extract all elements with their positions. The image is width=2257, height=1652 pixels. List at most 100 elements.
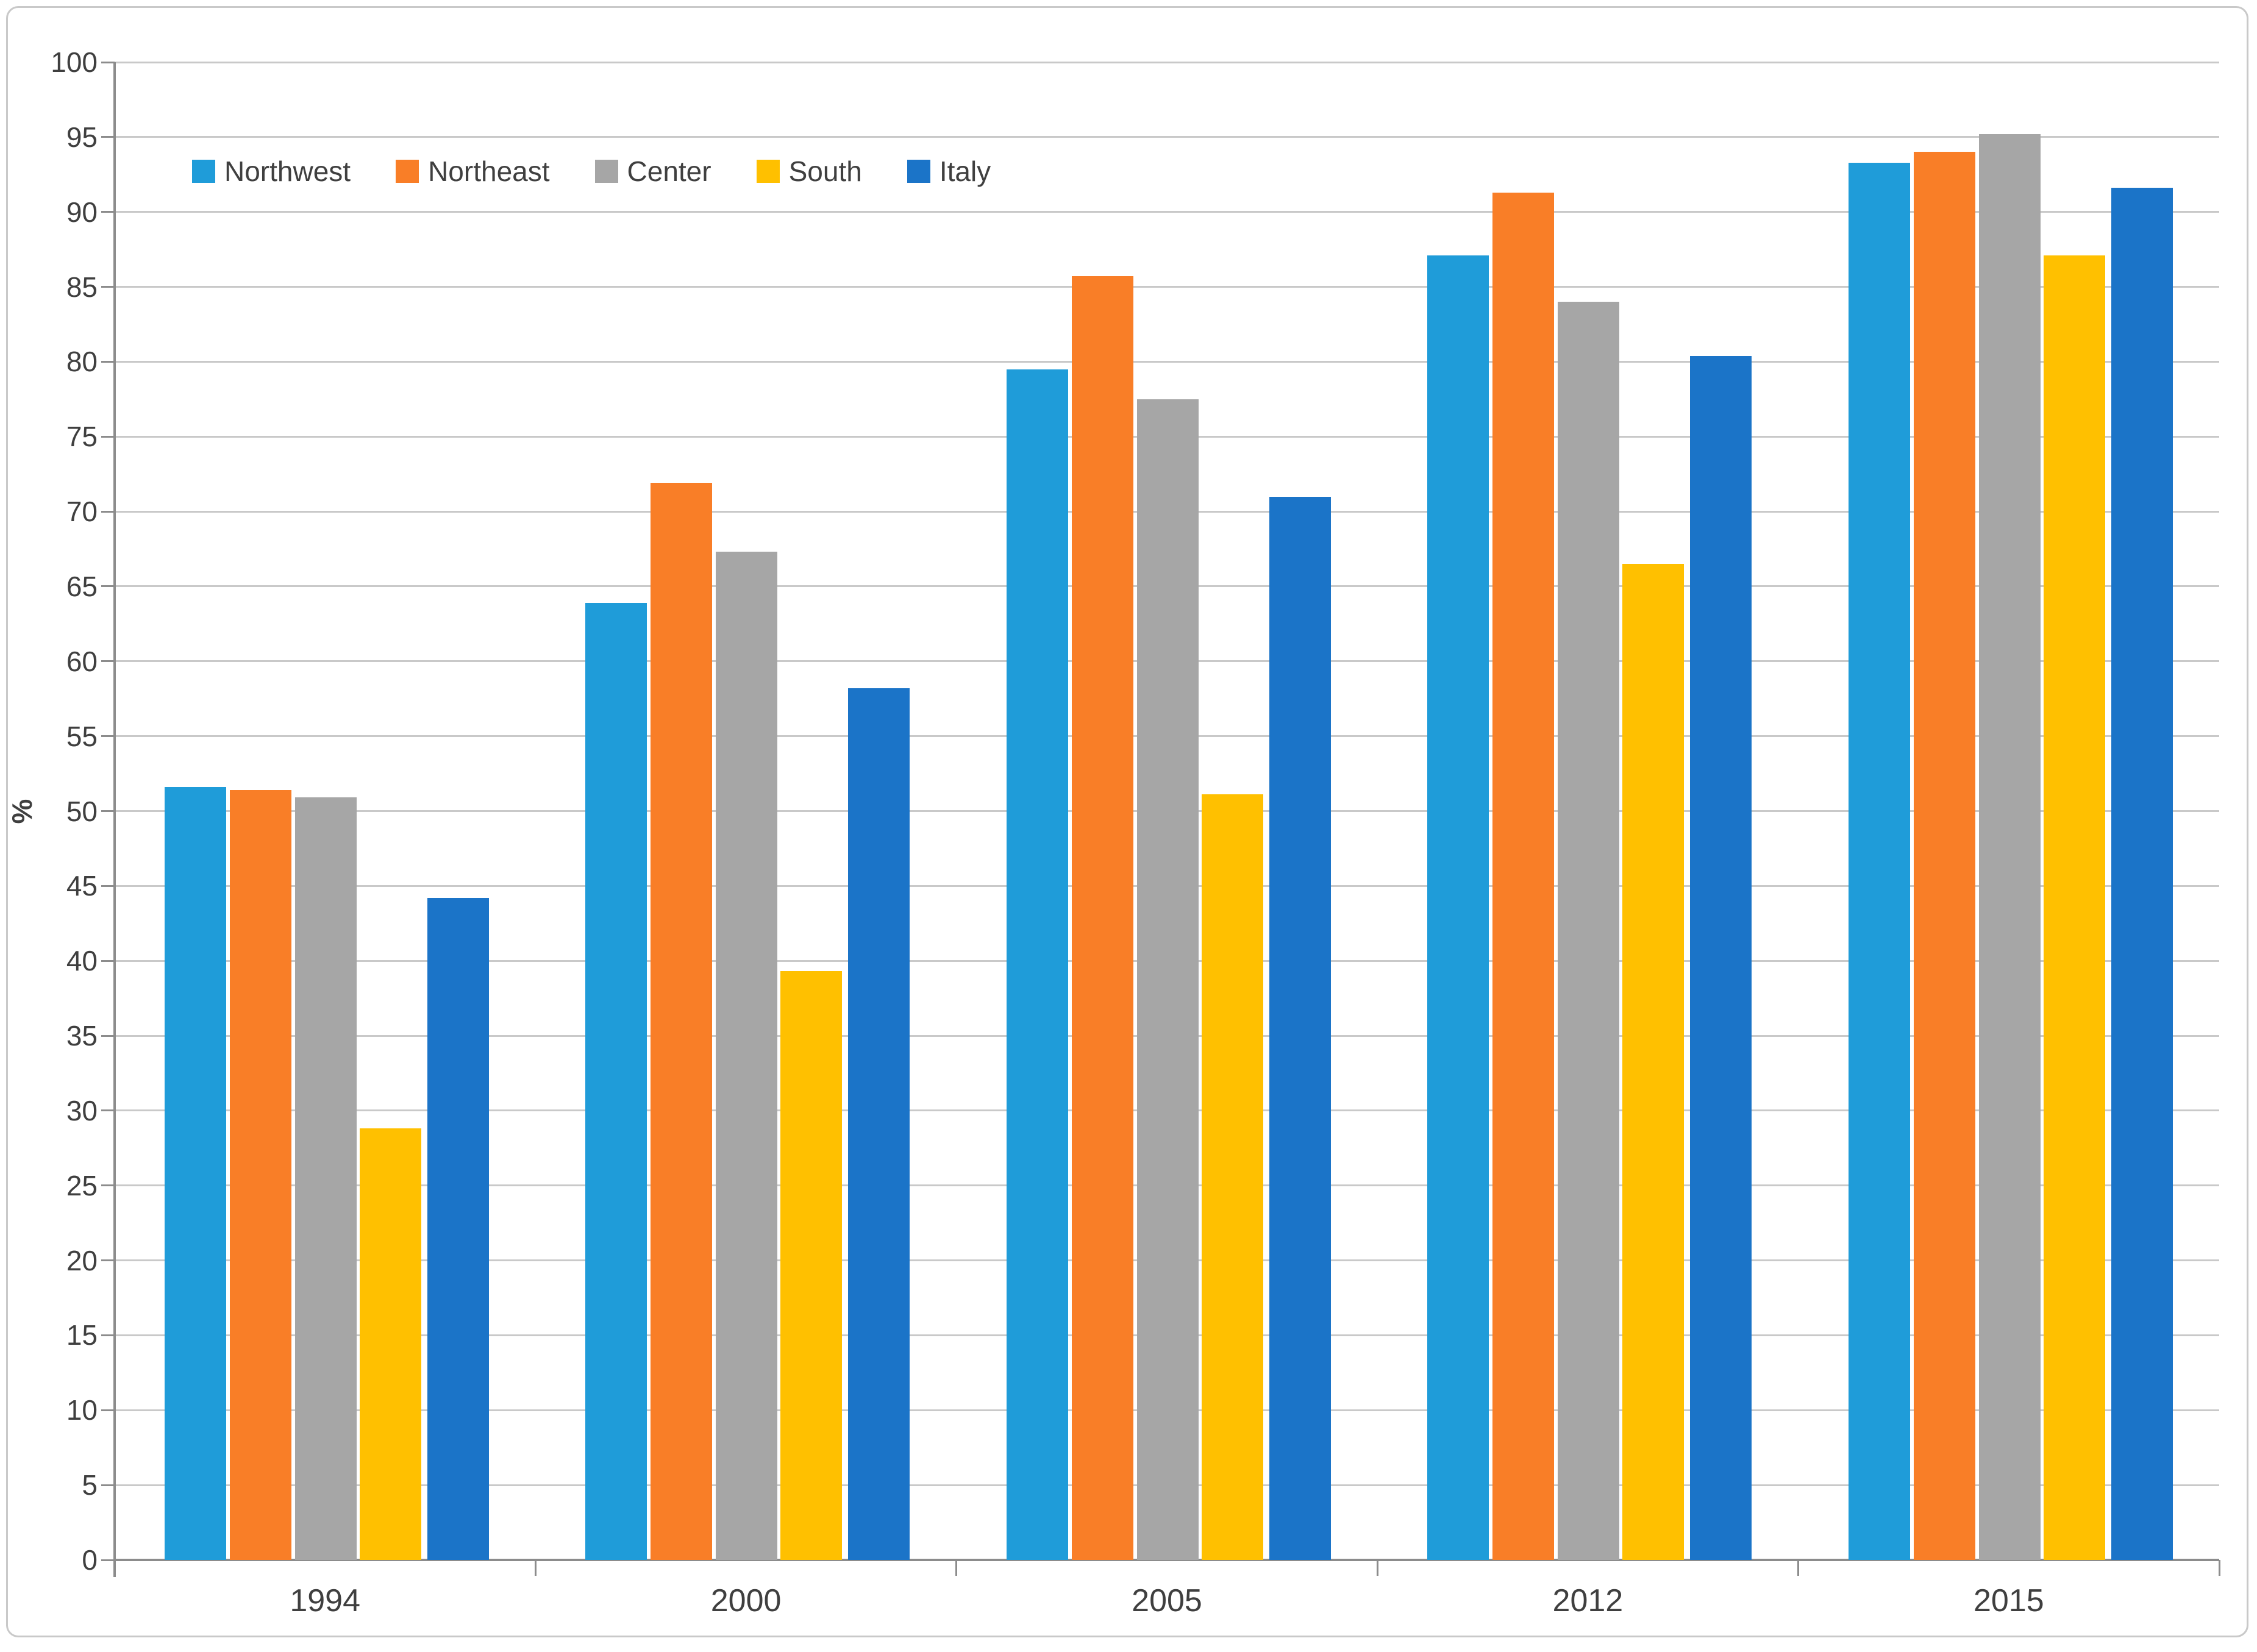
y-axis-tick [101, 360, 115, 363]
bar-northeast-2005 [1071, 276, 1133, 1560]
y-axis-label: 100 [51, 46, 98, 78]
bar-italy-2005 [1269, 496, 1331, 1560]
y-axis-tick [101, 1559, 115, 1561]
legend-marker-icon [594, 160, 618, 183]
bar-italy-1994 [427, 898, 489, 1560]
y-axis-tick [101, 435, 115, 438]
bar-northeast-2012 [1492, 192, 1555, 1560]
bar-northwest-2000 [585, 602, 647, 1560]
bar-center-2000 [716, 552, 778, 1560]
gridline [115, 61, 2219, 63]
bar-south-2005 [1201, 794, 1263, 1560]
y-axis-label: 95 [66, 121, 98, 153]
legend-item-south: South [756, 155, 862, 187]
bar-northwest-1994 [165, 787, 226, 1560]
legend-marker-icon [192, 160, 215, 183]
y-axis-title: % [6, 799, 38, 824]
y-axis-label: 90 [66, 196, 98, 228]
y-axis-tick [101, 61, 115, 63]
bar-northeast-2000 [651, 483, 713, 1560]
y-axis-label: 35 [66, 1020, 98, 1052]
y-axis-label: 10 [66, 1394, 98, 1426]
x-axis-tick [1376, 1560, 1378, 1576]
bar-italy-2000 [848, 688, 910, 1560]
bar-northeast-2015 [1913, 152, 1975, 1560]
y-axis-label: 85 [66, 271, 98, 303]
gridline [115, 360, 2219, 363]
legend-label: Northwest [224, 155, 351, 187]
y-axis-label: 25 [66, 1169, 98, 1202]
y-axis-tick [101, 810, 115, 812]
y-axis-tick [101, 1409, 115, 1411]
y-axis-label: 75 [66, 421, 98, 453]
legend-marker-icon [907, 160, 930, 183]
y-axis-tick [101, 286, 115, 288]
bar-northwest-2012 [1427, 255, 1489, 1560]
bar-center-2015 [1978, 134, 2041, 1560]
y-axis-label: 20 [66, 1244, 98, 1276]
legend-item-northwest: Northwest [192, 157, 351, 185]
legend-item-center: Center [594, 155, 711, 187]
y-axis-tick [101, 136, 115, 138]
y-axis-label: 80 [66, 346, 98, 378]
bar-italy-2015 [2111, 188, 2173, 1560]
legend-item-italy: Italy [907, 157, 991, 185]
legend-marker-icon [396, 160, 419, 183]
y-axis-tick [101, 735, 115, 738]
y-axis-label: 55 [66, 720, 98, 752]
x-axis-tick [113, 1560, 116, 1576]
y-axis-tick [101, 1259, 115, 1262]
legend-item-northeast: Northeast [396, 155, 550, 187]
y-axis-label: 50 [66, 795, 98, 827]
y-axis-label: 60 [66, 645, 98, 677]
bar-italy-2012 [1690, 355, 1752, 1560]
bar-south-2012 [1622, 564, 1685, 1560]
bar-south-1994 [360, 1128, 421, 1560]
y-axis-tick [101, 585, 115, 588]
gridline [115, 136, 2219, 138]
x-axis-tick [2218, 1560, 2220, 1576]
bar-northwest-2015 [1848, 162, 1910, 1560]
x-axis-tick [955, 1560, 958, 1576]
y-axis-tick [101, 885, 115, 887]
gridline [115, 211, 2219, 213]
legend: Northwest Northeast Center South Italy [192, 157, 991, 185]
x-axis-label: 2015 [1973, 1583, 2044, 1618]
y-axis-label: 40 [66, 945, 98, 977]
y-axis-tick [101, 960, 115, 962]
y-axis-label: 5 [82, 1469, 98, 1501]
y-axis-tick [101, 211, 115, 213]
y-axis-tick [101, 1484, 115, 1486]
legend-label: Northeast [428, 155, 550, 187]
chart-frame [6, 6, 2248, 1637]
y-axis-tick [101, 510, 115, 513]
y-axis-tick [101, 1184, 115, 1187]
bar-south-2000 [780, 971, 843, 1560]
legend-marker-icon [756, 160, 780, 183]
y-axis-tick [101, 1334, 115, 1336]
bar-center-1994 [295, 797, 357, 1560]
y-axis-label: 70 [66, 496, 98, 528]
y-axis-tick [101, 1034, 115, 1037]
y-axis-label: 15 [66, 1319, 98, 1351]
y-axis-label: 0 [82, 1544, 98, 1576]
bar-south-2015 [2043, 255, 2105, 1560]
x-axis-line [115, 1559, 2219, 1561]
x-axis-tick [534, 1560, 537, 1576]
y-axis-tick [101, 660, 115, 663]
y-axis-label: 65 [66, 570, 98, 602]
gridline [115, 286, 2219, 288]
x-axis-label: 2005 [1132, 1583, 1202, 1618]
x-axis-label: 1994 [290, 1583, 361, 1618]
x-axis-label: 2000 [710, 1583, 782, 1618]
y-axis-label: 30 [66, 1094, 98, 1127]
bar-northeast-1994 [230, 790, 291, 1560]
x-axis-label: 2012 [1552, 1583, 1624, 1618]
legend-label: South [788, 155, 862, 187]
legend-label: Italy [939, 155, 991, 187]
y-axis-label: 45 [66, 870, 98, 902]
y-axis-tick [101, 1109, 115, 1112]
legend-label: Center [627, 155, 711, 187]
x-axis-tick [1797, 1560, 1800, 1576]
